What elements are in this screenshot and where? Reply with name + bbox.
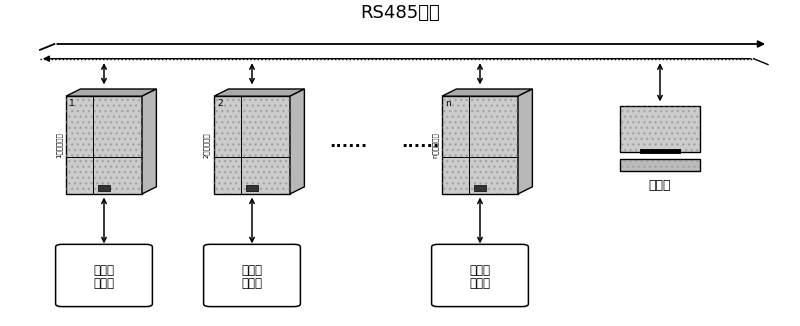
Polygon shape [66, 89, 156, 96]
Bar [474, 185, 486, 191]
Text: 电器组: 电器组 [242, 277, 262, 290]
Polygon shape [142, 89, 156, 194]
Text: 1照明控制器: 1照明控制器 [55, 132, 62, 158]
Polygon shape [290, 89, 304, 194]
Text: 控制继: 控制继 [470, 264, 490, 277]
Text: n: n [445, 99, 451, 109]
Text: 1: 1 [70, 99, 75, 109]
Polygon shape [442, 89, 533, 96]
Text: 电器组: 电器组 [470, 277, 490, 290]
Text: ......: ...... [401, 133, 439, 151]
Bar [620, 106, 700, 152]
Text: 2照明控制器: 2照明控制器 [203, 132, 210, 158]
Bar [98, 185, 110, 191]
Bar [620, 159, 700, 171]
Polygon shape [214, 89, 304, 96]
Text: 控制继: 控制继 [94, 264, 114, 277]
Text: ......: ...... [329, 133, 367, 151]
Text: RS485总线: RS485总线 [360, 4, 440, 22]
Text: 2: 2 [218, 99, 223, 109]
Text: 控制继: 控制继 [242, 264, 262, 277]
FancyBboxPatch shape [214, 96, 290, 194]
Bar [246, 185, 258, 191]
Bar [620, 159, 700, 171]
FancyBboxPatch shape [66, 96, 142, 194]
Polygon shape [518, 89, 533, 194]
Text: 上位机: 上位机 [649, 179, 671, 192]
FancyBboxPatch shape [56, 244, 152, 306]
Text: n照明控制器: n照明控制器 [431, 132, 438, 158]
Text: 电器组: 电器组 [94, 277, 114, 290]
FancyBboxPatch shape [442, 96, 518, 194]
FancyBboxPatch shape [203, 244, 301, 306]
FancyBboxPatch shape [432, 244, 528, 306]
Bar [620, 106, 700, 152]
